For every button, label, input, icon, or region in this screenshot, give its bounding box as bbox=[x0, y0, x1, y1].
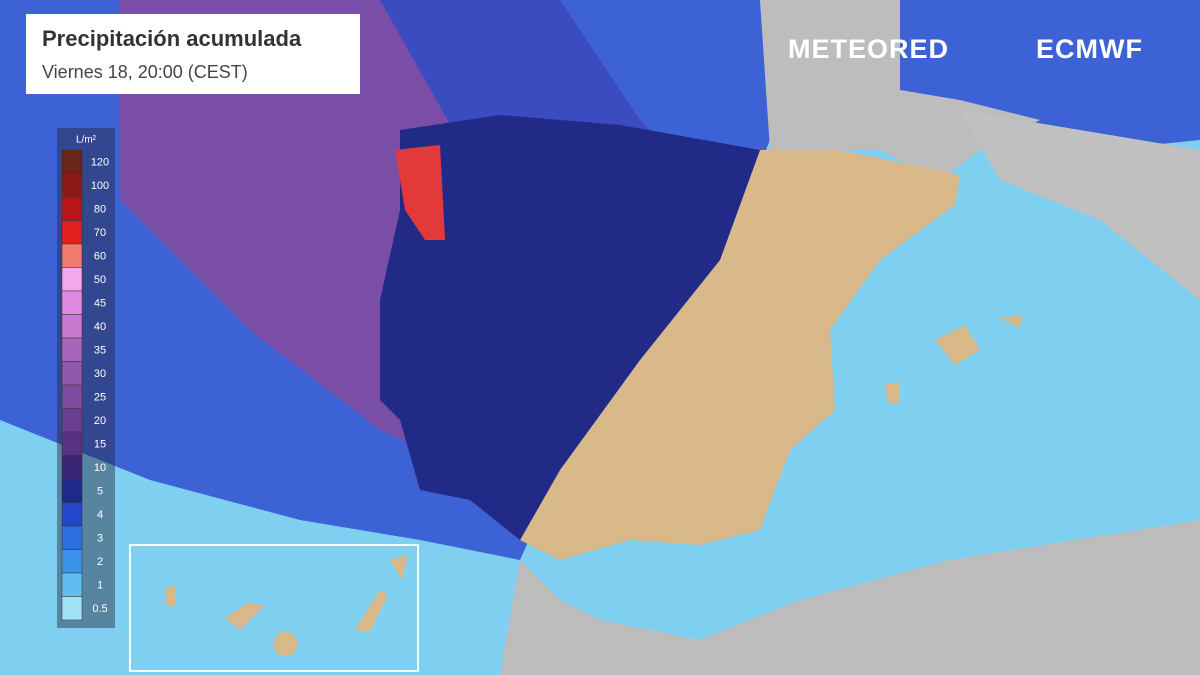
legend-swatch bbox=[61, 408, 83, 433]
title: Precipitación acumulada bbox=[42, 26, 302, 51]
legend-swatch bbox=[61, 290, 83, 315]
legend-swatch bbox=[61, 549, 83, 574]
legend-swatch bbox=[61, 243, 83, 268]
legend-unit: L/m² bbox=[76, 135, 97, 146]
iberia-rain bbox=[380, 115, 760, 540]
legend-label: 5 bbox=[97, 486, 103, 498]
legend-label: 50 bbox=[94, 274, 106, 286]
legend-label: 60 bbox=[94, 251, 106, 263]
legend-label: 70 bbox=[94, 227, 106, 239]
spain-dry bbox=[520, 150, 960, 560]
legend-label: 40 bbox=[94, 321, 106, 333]
legend-swatch bbox=[61, 173, 83, 198]
europe-land bbox=[960, 110, 1200, 300]
legend-label: 100 bbox=[91, 180, 109, 192]
legend-swatch bbox=[61, 220, 83, 245]
legend-label: 10 bbox=[94, 462, 106, 474]
canary-inset bbox=[129, 544, 419, 672]
legend-label: 15 bbox=[94, 439, 106, 451]
legend-swatch bbox=[61, 525, 83, 550]
legend-label: 30 bbox=[94, 368, 106, 380]
balearic-islands bbox=[885, 315, 1022, 404]
legend-swatch bbox=[61, 149, 83, 174]
legend-label: 35 bbox=[94, 345, 106, 357]
title-box: Precipitación acumulada Viernes 18, 20:0… bbox=[26, 14, 360, 94]
canary-islands bbox=[165, 555, 408, 656]
legend-swatch bbox=[61, 478, 83, 503]
france bbox=[760, 0, 1040, 180]
legend-label: 80 bbox=[94, 204, 106, 216]
africa bbox=[500, 520, 1200, 675]
legend-swatch bbox=[61, 361, 83, 386]
legend-label: 25 bbox=[94, 392, 106, 404]
legend-swatch bbox=[61, 572, 83, 597]
legend: 120 100 80 70 60 50 45 40 35 30 25 20 15 10 5 4 3 2 1 0.5 bbox=[61, 149, 109, 621]
legend-swatch bbox=[61, 502, 83, 527]
legend-swatch bbox=[61, 314, 83, 339]
legend-swatch bbox=[61, 267, 83, 292]
legend-swatch bbox=[61, 384, 83, 409]
legend-swatch bbox=[61, 455, 83, 480]
legend-swatch bbox=[61, 596, 83, 621]
legend-swatch bbox=[61, 431, 83, 456]
legend-swatch bbox=[61, 337, 83, 362]
brand-meteored: METEORED bbox=[788, 34, 950, 64]
legend-label: 20 bbox=[94, 415, 106, 427]
subtitle: Viernes 18, 20:00 (CEST) bbox=[42, 62, 248, 82]
legend-label: 0.5 bbox=[92, 603, 107, 615]
legend-swatch bbox=[61, 196, 83, 221]
rain-area-north bbox=[880, 0, 1200, 150]
galicia-max bbox=[395, 145, 445, 240]
brand-ecmwf: ECMWF bbox=[1036, 34, 1143, 64]
legend-label: 1 bbox=[97, 580, 103, 592]
legend-label: 4 bbox=[97, 509, 103, 521]
legend-label: 45 bbox=[94, 298, 106, 310]
legend-label: 3 bbox=[97, 533, 103, 545]
legend-label: 2 bbox=[97, 556, 103, 568]
legend-label: 120 bbox=[91, 157, 109, 169]
